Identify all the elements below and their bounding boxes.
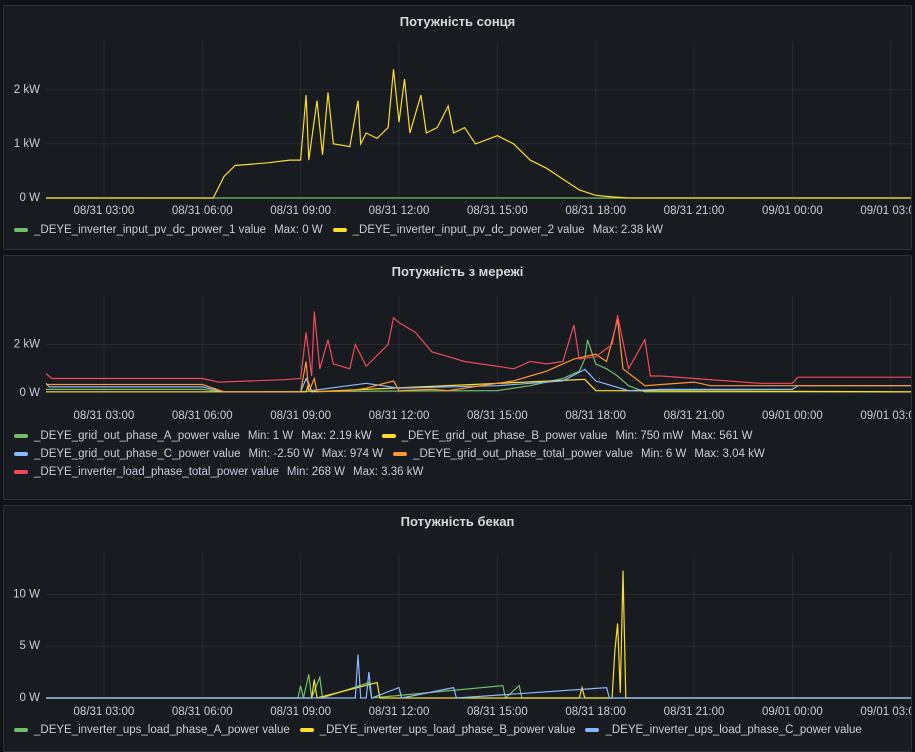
legend: _DEYE_inverter_input_pv_dc_power_1 value…	[14, 224, 907, 236]
legend-label: _DEYE_inverter_input_pv_dc_power_1 value	[34, 224, 267, 236]
panel: Потужність з мережі 0 W 2 kW 08/31 03:00 08/…	[3, 255, 912, 500]
series-line	[46, 69, 911, 199]
legend-swatch	[14, 228, 28, 232]
chart: 0 W 2 kW 08/31 03:00 08/31 06:00 08/31 09:00…	[14, 296, 911, 422]
x-tick-label: 08/31 03:00	[74, 706, 135, 718]
x-tick-label: 08/31 12:00	[369, 410, 430, 422]
legend-item: _DEYE_inverter_input_pv_dc_power_2 value…	[332, 224, 664, 236]
x-tick-label: 08/31 15:00	[467, 205, 528, 217]
series-line	[45, 368, 911, 393]
panel-title: Потужність сонця	[399, 14, 516, 29]
series-line	[46, 570, 911, 699]
x-tick-label: 08/31 09:00	[270, 706, 331, 718]
legend-label: _DEYE_inverter_ups_load_phase_C_power va…	[605, 724, 862, 736]
legend-item: _DEYE_inverter_ups_load_phase_A_power va…	[14, 724, 290, 736]
legend-swatch	[299, 728, 314, 732]
x-tick-label: 09/01 00:00	[762, 706, 823, 718]
series-line	[46, 319, 911, 393]
legend-label: _DEYE_grid_out_phase_A_power value	[34, 430, 240, 442]
x-tick-label: 08/31 06:00	[172, 205, 233, 217]
legend-swatch	[332, 228, 347, 232]
legend-item: _DEYE_grid_out_phase_total_power value Mi…	[393, 448, 765, 460]
x-tick-label: 08/31 09:00	[270, 205, 331, 217]
legend: _DEYE_inverter_ups_load_phase_A_power va…	[14, 724, 907, 736]
x-tick-label: 08/31 06:00	[172, 706, 233, 718]
x-tick-label: 08/31 18:00	[565, 706, 626, 718]
panel: Потужність сонця 0 W 1 kW 2 kW 08/31 03:00 08…	[3, 5, 912, 250]
x-tick-label: 09/01 00:00	[762, 410, 823, 422]
x-tick-label: 08/31 15:00	[467, 410, 528, 422]
x-tick-label: 08/31 12:00	[369, 205, 430, 217]
y-tick-label: 0 W	[20, 192, 41, 204]
legend-swatch	[393, 452, 408, 456]
y-tick-label: 0 W	[20, 387, 41, 399]
legend-stat: Max: 974 W	[321, 448, 384, 460]
legend-item: _DEYE_inverter_load_phase_total_power va…	[14, 466, 423, 478]
legend-swatch	[14, 434, 28, 438]
legend-swatch	[14, 452, 28, 456]
x-tick-label: 08/31 06:00	[172, 410, 233, 422]
legend-stat: Min: 750 mW	[615, 430, 684, 442]
legend-stat: Max: 3.36 kW	[353, 466, 424, 478]
x-tick-label: 08/31 18:00	[565, 410, 626, 422]
legend-swatch	[585, 728, 600, 732]
legend-label: _DEYE_grid_out_phase_total_power value	[413, 448, 633, 460]
x-tick-label: 09/01 00:00	[762, 205, 823, 217]
y-tick-label: 0 W	[20, 692, 41, 704]
legend-label: _DEYE_grid_out_phase_C_power value	[34, 448, 241, 460]
legend-swatch	[381, 434, 396, 438]
x-tick-label: 08/31 03:00	[74, 205, 135, 217]
x-tick-label: 08/31 18:00	[565, 205, 626, 217]
x-tick-label: 08/31 21:00	[664, 410, 725, 422]
legend-item: _DEYE_grid_out_phase_A_power value Min: 1…	[14, 430, 372, 442]
legend-swatch	[14, 728, 28, 732]
legend-label: _DEYE_inverter_input_pv_dc_power_2 value	[352, 224, 585, 236]
legend: _DEYE_grid_out_phase_A_power value Min: 1…	[14, 430, 907, 478]
x-tick-label: 09/01 03:00	[860, 706, 911, 718]
x-tick-label: 09/01 03:00	[860, 410, 911, 422]
series-line	[46, 378, 911, 393]
series-line	[46, 654, 911, 699]
legend-item: _DEYE_inverter_ups_load_phase_C_power va…	[585, 724, 862, 736]
legend-label: _DEYE_inverter_ups_load_phase_A_power va…	[34, 724, 290, 736]
panel-title: Потужність з мережі	[391, 264, 524, 279]
legend-stat: Min: 1 W	[247, 430, 294, 442]
chart: 0 W 1 kW 2 kW 08/31 03:00 08/31 06:00 08/31 0…	[14, 41, 911, 217]
legend-item: _DEYE_grid_out_phase_B_power value Min: 7…	[381, 430, 753, 442]
legend-label: _DEYE_grid_out_phase_B_power value	[401, 430, 608, 442]
x-tick-label: 08/31 21:00	[664, 706, 725, 718]
x-tick-label: 08/31 21:00	[664, 205, 725, 217]
legend-stat: Max: 561 W	[691, 430, 753, 442]
legend-stat: Min: 268 W	[286, 466, 346, 478]
legend-stat: Max: 2.19 kW	[301, 430, 372, 442]
legend-item: _DEYE_inverter_input_pv_dc_power_1 value…	[14, 224, 323, 236]
x-tick-label: 09/01 03:00	[860, 205, 911, 217]
legend-label: _DEYE_inverter_ups_load_phase_B_power va…	[319, 724, 576, 736]
legend-stat: Max: 0 W	[274, 224, 323, 236]
y-tick-label: 1 kW	[14, 138, 40, 150]
y-tick-label: 2 kW	[14, 84, 40, 96]
chart: 0 W 5 W 10 W 08/31 03:00 08/31 06:00 08/31 09…	[13, 553, 911, 718]
y-tick-label: 5 W	[20, 640, 41, 652]
legend-stat: Max: 2.38 kW	[592, 224, 664, 236]
legend-label: _DEYE_inverter_load_phase_total_power va…	[34, 466, 279, 478]
y-tick-label: 10 W	[13, 588, 40, 600]
y-tick-label: 2 kW	[14, 339, 40, 351]
legend-item: _DEYE_grid_out_phase_C_power value Min: -…	[14, 448, 383, 460]
series-line	[45, 311, 911, 384]
x-tick-label: 08/31 03:00	[74, 410, 135, 422]
legend-stat: Min: -2.50 W	[248, 448, 314, 460]
legend-stat: Max: 3.04 kW	[694, 448, 765, 460]
x-tick-label: 08/31 09:00	[270, 410, 331, 422]
legend-swatch	[14, 470, 28, 474]
x-tick-label: 08/31 12:00	[369, 706, 430, 718]
panel-title: Потужність бекап	[400, 514, 515, 529]
legend-item: _DEYE_inverter_ups_load_phase_B_power va…	[299, 724, 576, 736]
panel: Потужність бекап 0 W 5 W 10 W 08/31 03:00 08/…	[3, 505, 912, 752]
x-tick-label: 08/31 15:00	[467, 706, 528, 718]
series-line	[46, 674, 911, 700]
legend-stat: Min: 6 W	[641, 448, 687, 460]
